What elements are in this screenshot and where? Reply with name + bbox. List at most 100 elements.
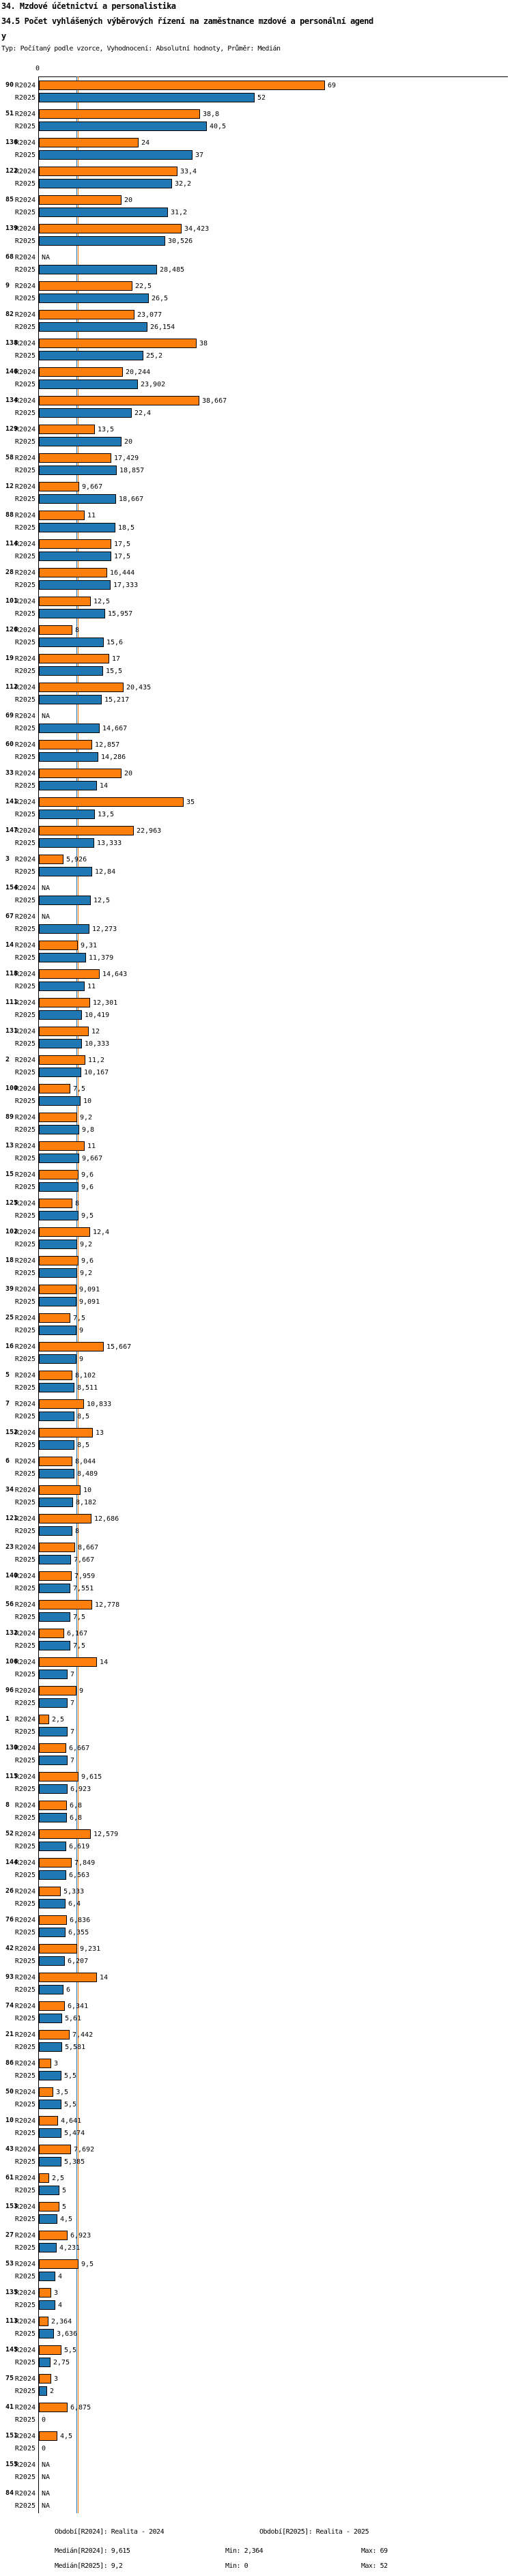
bar-r2025 (39, 2071, 61, 2080)
series-label-r2024: R2024 (14, 1515, 35, 1523)
series-label-r2025: R2025 (14, 1614, 35, 1621)
bar-row-r2024: R2024 13,5 (0, 425, 512, 437)
series-label-r2024: R2024 (14, 1286, 35, 1293)
bar-row-r2025: R2025 7 (0, 1727, 512, 1739)
series-label-r2024: R2024 (14, 1487, 35, 1494)
value-label-r2024: 12,857 (95, 741, 120, 749)
group-id-label: 50 (5, 2088, 14, 2095)
value-label-r2024: 5,5 (64, 2347, 77, 2354)
plot-top-border (38, 76, 508, 77)
value-label-r2024: 38 (199, 340, 208, 347)
bar-group-1: 1 R2024 2,5 R2025 7 (0, 1715, 512, 1743)
series-label-r2025: R2025 (14, 2474, 35, 2481)
bar-r2025 (39, 2243, 57, 2252)
bar-r2025 (39, 953, 86, 962)
group-id-label: 68 (5, 253, 14, 261)
value-label-r2024: 9,31 (81, 942, 98, 949)
bar-row-r2024: R2024 24 (0, 138, 512, 150)
bar-r2025 (39, 93, 255, 102)
series-label-r2025: R2025 (14, 553, 35, 560)
series-label-r2025: R2025 (14, 94, 35, 102)
bar-row-r2024: R2024 35 (0, 797, 512, 810)
series-label-r2025: R2025 (14, 2502, 35, 2510)
bar-group-90: 90 R2024 69 R2025 52 (0, 81, 512, 109)
bar-r2024 (39, 740, 92, 749)
bar-row-r2025: R2025 5,474 (0, 2128, 512, 2141)
bar-row-r2025: R2025 3,636 (0, 2329, 512, 2341)
group-id-label: 111 (5, 999, 18, 1006)
bar-r2025 (39, 1469, 74, 1478)
bar-r2024 (39, 138, 139, 147)
value-label-r2025: 7 (70, 1700, 75, 1707)
bar-row-r2024: R2024 22,5 (0, 281, 512, 294)
bar-r2025 (39, 580, 111, 590)
series-label-r2024: R2024 (14, 1143, 35, 1150)
bar-row-r2024: R2024 34,423 (0, 224, 512, 236)
bar-r2024 (39, 2231, 68, 2240)
bar-row-r2025: R2025 14 (0, 781, 512, 793)
bar-group-56: 56 R2024 12,778 R2025 7,5 (0, 1600, 512, 1629)
bar-r2025 (39, 1412, 74, 1421)
bar-r2025 (39, 666, 103, 676)
value-label-r2024: 20 (124, 197, 133, 204)
bar-r2024 (39, 597, 91, 606)
bar-row-r2024: R2024 3,5 (0, 2087, 512, 2100)
series-label-r2025: R2025 (14, 1728, 35, 1736)
series-label-r2024: R2024 (14, 2318, 35, 2325)
value-label-r2024: 69 (328, 82, 337, 89)
value-label-r2024: NA (42, 913, 51, 921)
bar-group-60: 60 R2024 12,857 R2025 14,286 (0, 740, 512, 769)
series-label-r2025: R2025 (14, 1843, 35, 1850)
value-label-r2024: 5,333 (63, 1888, 85, 1895)
group-id-label: 129 (5, 425, 18, 433)
series-label-r2025: R2025 (14, 1327, 35, 1334)
bar-r2025 (39, 265, 157, 274)
bar-row-r2024: R2024 12,4 (0, 1227, 512, 1240)
group-id-label: 112 (5, 683, 18, 691)
series-label-r2024: R2024 (14, 1659, 35, 1666)
series-label-r2025: R2025 (14, 2330, 35, 2338)
bar-r2024 (39, 1944, 77, 1954)
bar-group-86: 86 R2024 3 R2025 5,5 (0, 2059, 512, 2087)
bar-row-r2024: R2024 9,615 (0, 1772, 512, 1784)
bar-row-r2025: R2025 NA (0, 2472, 512, 2485)
bar-r2024 (39, 1027, 89, 1036)
value-label-r2024: 4,5 (60, 2433, 73, 2440)
bar-row-r2024: R2024 5,5 (0, 2345, 512, 2358)
bar-r2025 (39, 1612, 70, 1622)
series-label-r2025: R2025 (14, 840, 35, 847)
series-label-r2024: R2024 (14, 1171, 35, 1179)
bar-group-115: 115 R2024 9,615 R2025 6,923 (0, 1772, 512, 1801)
bar-group-125: 125 R2024 8 R2025 9,5 (0, 1199, 512, 1227)
bar-row-r2024: R2024 2,364 (0, 2317, 512, 2329)
value-label-r2024: 33,4 (180, 168, 197, 175)
value-label-r2024: 9,615 (81, 1773, 102, 1781)
value-label-r2024: 9,231 (80, 1945, 101, 1953)
bar-row-r2025: R2025 37 (0, 150, 512, 162)
bar-group-102: 102 R2024 12,4 R2025 9,2 (0, 1227, 512, 1256)
value-label-r2025: 10,333 (85, 1040, 110, 1048)
bar-r2024 (39, 1829, 91, 1839)
bar-r2025 (39, 179, 172, 188)
value-label-r2025: 5,474 (64, 2130, 85, 2137)
bar-row-r2024: R2024 6,923 (0, 2231, 512, 2243)
bar-r2025 (39, 2358, 51, 2367)
bar-row-r2025: R2025 8,511 (0, 1383, 512, 1395)
bar-group-126: 126 R2024 8 R2025 15,6 (0, 625, 512, 654)
bar-r2025 (39, 1498, 73, 1507)
bar-r2025 (39, 380, 138, 389)
bar-group-106: 106 R2024 14 R2025 7 (0, 1657, 512, 1686)
value-label-r2025: 28,485 (160, 266, 185, 274)
bar-r2025 (39, 867, 92, 876)
group-id-label: 12 (5, 483, 14, 490)
bar-group-15: 15 R2024 9,6 R2025 9,6 (0, 1170, 512, 1199)
value-label-r2024: NA (42, 2461, 51, 2469)
bar-group-34: 34 R2024 10 R2025 8,182 (0, 1485, 512, 1514)
series-label-r2025: R2025 (14, 1098, 35, 1105)
bar-row-r2024: R2024 17 (0, 654, 512, 666)
series-label-r2025: R2025 (14, 352, 35, 360)
bar-row-r2024: R2024 33,4 (0, 167, 512, 179)
group-id-label: 147 (5, 827, 18, 834)
bar-group-53: 53 R2024 9,5 R2025 4 (0, 2259, 512, 2288)
series-label-r2024: R2024 (14, 971, 35, 978)
